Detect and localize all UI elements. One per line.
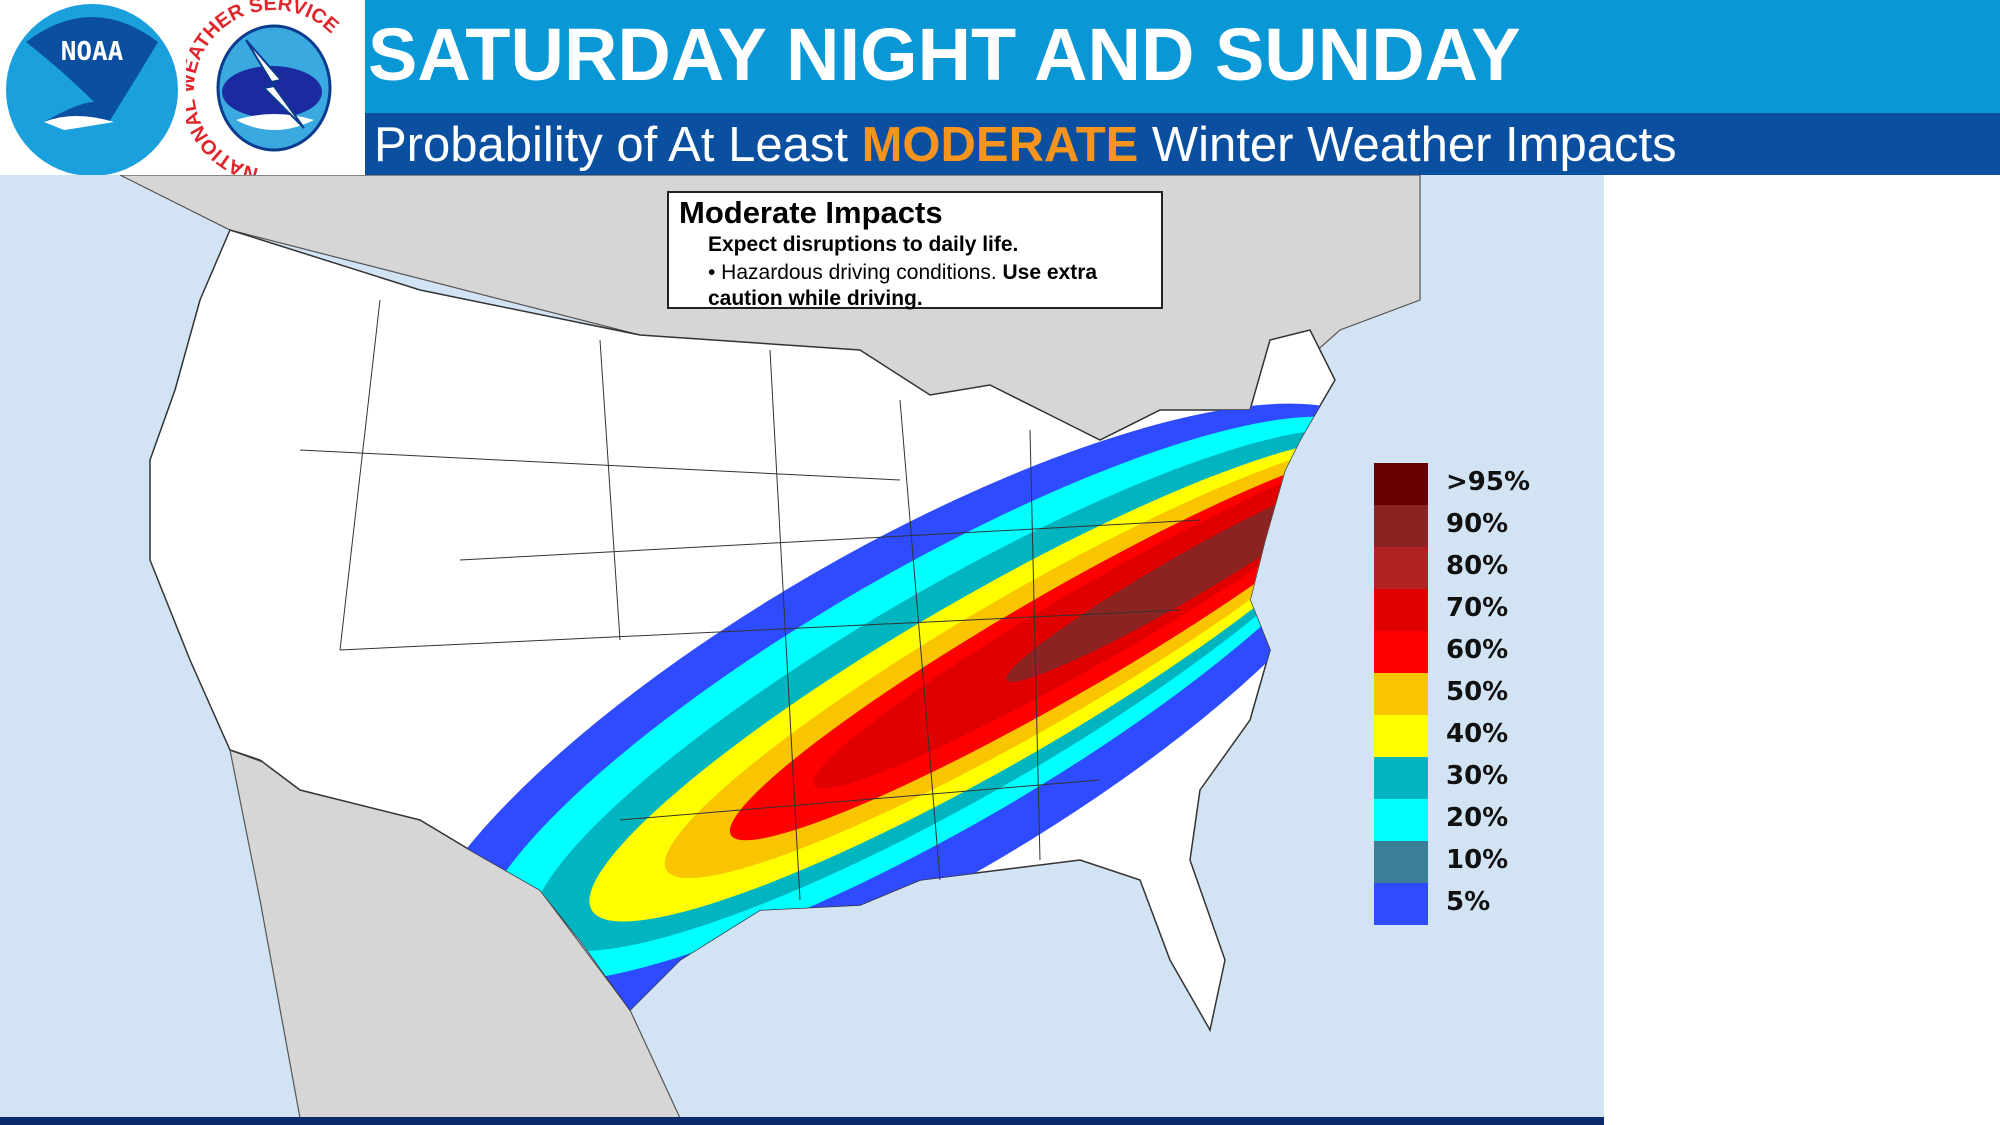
impact-info-box: Moderate Impacts Expect disruptions to d… — [667, 191, 1163, 312]
state-borders — [299, 299, 1201, 901]
legend-label: 90% — [1446, 509, 1509, 539]
legend-label: >95% — [1446, 467, 1531, 497]
info-title: Moderate Impacts — [679, 195, 943, 230]
probability-bands — [407, 403, 1335, 1030]
info-line2-bold: Use extra caution while driving. — [708, 261, 1098, 310]
legend-swatch — [1374, 715, 1428, 757]
legend-swatch — [1374, 673, 1428, 715]
legend-swatch — [1374, 799, 1428, 841]
subtitle-suffix: Winter Weather Impacts — [1138, 118, 1677, 172]
legend-swatch — [1374, 883, 1428, 925]
legend-swatch — [1374, 631, 1428, 673]
legend-label: 80% — [1446, 551, 1509, 581]
info-line1: Expect disruptions to daily life. — [708, 233, 1019, 256]
map-svg — [0, 175, 1604, 1118]
legend-label: 60% — [1446, 635, 1509, 665]
legend-swatch — [1374, 757, 1428, 799]
nws-logo: NATIONAL WEATHER SERVICE — [186, 0, 360, 176]
noaa-logo-text: NOAA — [61, 37, 124, 67]
legend-label: 40% — [1446, 719, 1509, 749]
legend-label: 30% — [1446, 761, 1509, 791]
bottom-bar — [0, 1117, 1604, 1125]
subtitle-highlight: MODERATE — [861, 118, 1139, 172]
legend-label: 5% — [1446, 887, 1491, 917]
probability-band — [1006, 478, 1335, 682]
probability-map — [0, 175, 1604, 1118]
legend-label: 70% — [1446, 593, 1509, 623]
page-subtitle: Probability of At Least MODERATE Winter … — [374, 117, 1677, 173]
legend-swatch — [1374, 547, 1428, 589]
legend-swatch — [1374, 841, 1428, 883]
legend-label: 10% — [1446, 845, 1509, 875]
subtitle-prefix: Probability of At Least — [374, 118, 862, 172]
legend-swatch — [1374, 463, 1428, 505]
legend-label: 50% — [1446, 677, 1509, 707]
noaa-logo: NOAA — [6, 4, 178, 176]
legend-swatch — [1374, 505, 1428, 547]
legend-swatch — [1374, 589, 1428, 631]
info-line2-text: • Hazardous driving conditions. — [708, 261, 1003, 284]
page-title: SATURDAY NIGHT AND SUNDAY — [368, 13, 1521, 96]
info-line2: • Hazardous driving conditions. Use extr… — [708, 260, 1151, 312]
legend-label: 20% — [1446, 803, 1509, 833]
